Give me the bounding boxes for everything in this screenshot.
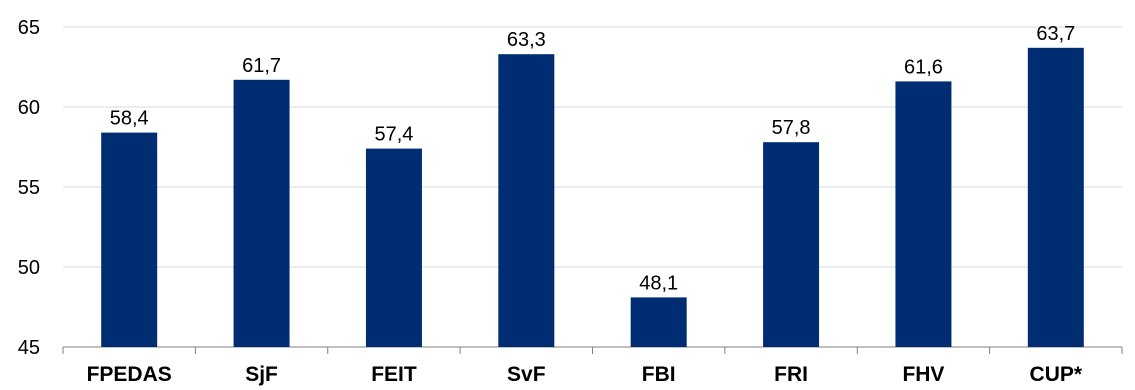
y-tick-label: 60 [18,97,40,119]
axes [62,346,1123,354]
category-label: SjF [245,363,278,386]
y-tick-labels: 45 50 55 60 65 [18,17,40,359]
data-label: 48,1 [639,272,678,294]
bar-fbi [630,297,687,347]
data-label: 63,7 [1036,23,1075,45]
bar-fhv [895,81,952,348]
data-label: 61,7 [242,55,281,77]
data-label: 61,6 [904,56,943,78]
category-label: CUP* [1030,363,1083,386]
bar-fpedas [101,132,158,347]
bar-feit [365,148,422,347]
y-tick-label: 55 [18,177,40,199]
bar-fri [763,142,820,347]
category-label: FPEDAS [87,363,172,386]
data-label: 63,3 [507,29,546,51]
bar-cup [1027,47,1084,348]
bar-sjf [233,79,290,348]
gridlines [63,26,1122,268]
data-labels: 58,4 61,7 57,4 63,3 48,1 57,8 61,6 63,7 [110,23,1076,295]
y-tick-label: 65 [18,17,40,39]
y-tick-label: 45 [18,337,40,359]
bar-svf [498,54,555,347]
category-labels: FPEDAS SjF FEIT SvF FBI FRI FHV CUP* [87,363,1083,386]
data-label: 57,8 [772,117,811,139]
category-label: FRI [774,363,808,386]
data-label: 57,4 [374,124,413,146]
category-label: SvF [507,363,546,386]
category-label: FEIT [371,363,417,386]
category-label: FHV [902,363,944,386]
data-label: 58,4 [110,108,149,130]
category-label: FBI [642,363,676,386]
bars [101,47,1084,348]
y-tick-label: 50 [18,257,40,279]
